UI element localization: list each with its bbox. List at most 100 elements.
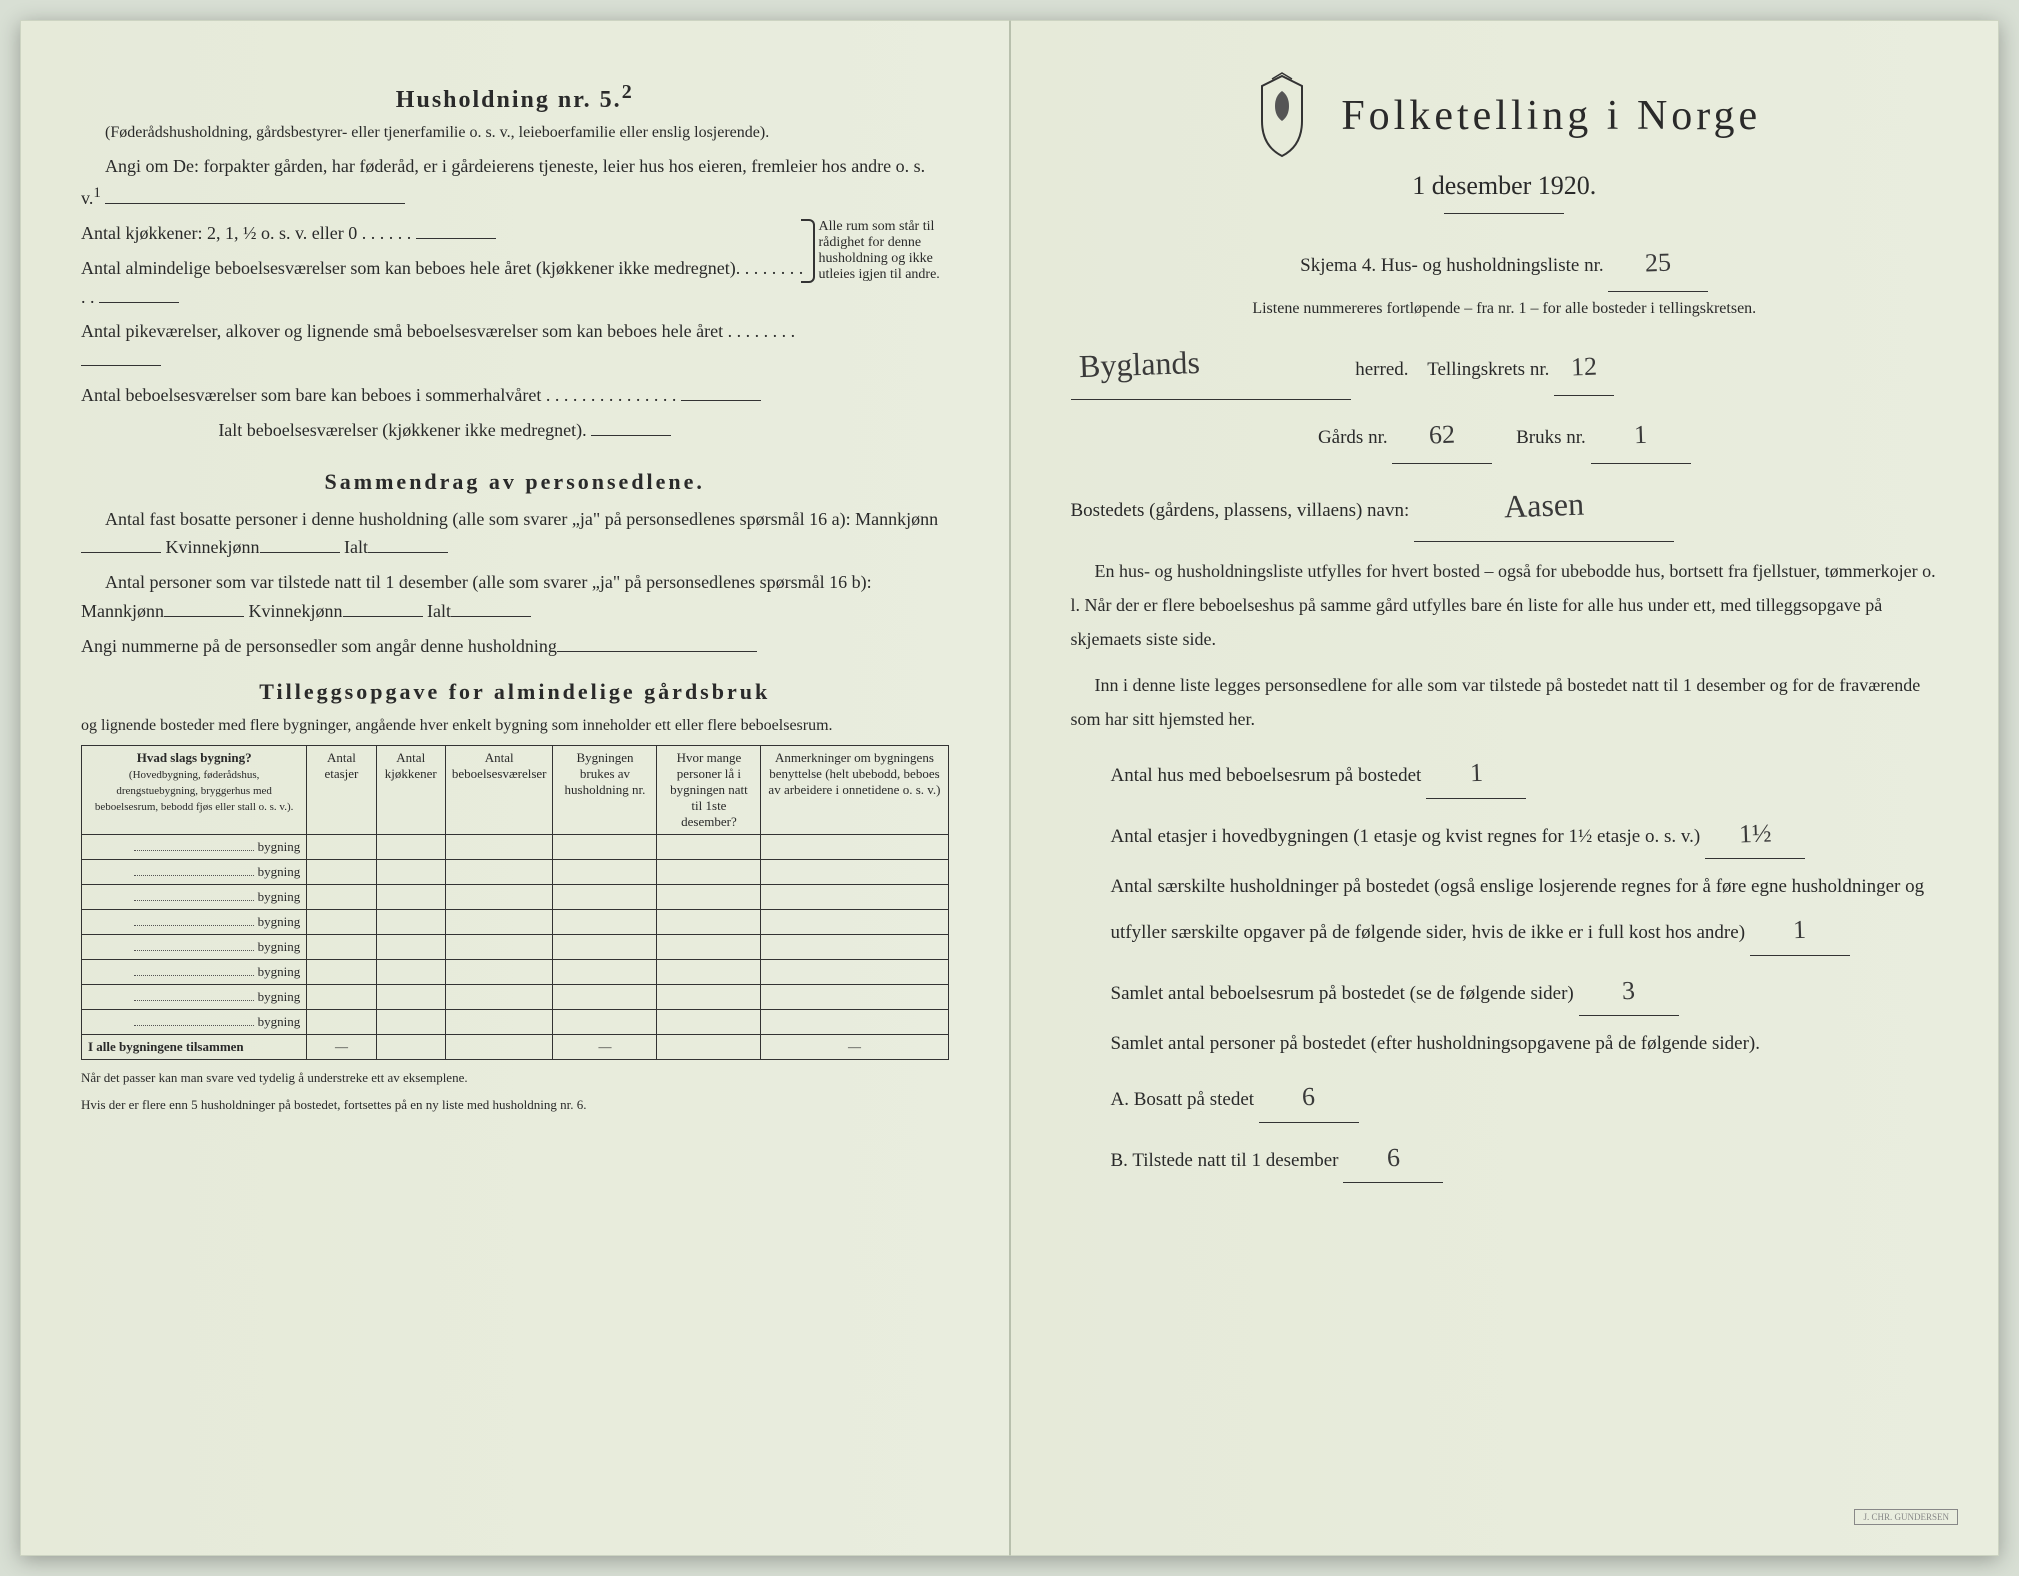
q3: Antal særskilte husholdninger på bostede… — [1071, 869, 1939, 955]
q1-value: 1 — [1469, 748, 1484, 798]
table-row: bygning — [82, 834, 949, 859]
row-fill — [134, 850, 254, 851]
row-fill — [134, 875, 254, 876]
liste-nr-value: 25 — [1644, 234, 1672, 292]
kitchens-fill — [416, 238, 496, 239]
p2-k-label: Kvinnekjønn — [249, 601, 343, 621]
rooms2-line: Antal pikeværelser, alkover og lignende … — [81, 317, 809, 375]
household-note: (Føderådshusholdning, gårdsbestyrer- ell… — [81, 122, 949, 144]
qA: A. Bosatt på stedet 6 — [1071, 1072, 1939, 1122]
qB: B. Tilstede natt til 1 desember 6 — [1071, 1133, 1939, 1183]
qB-value: 6 — [1386, 1132, 1401, 1182]
gards-value: 62 — [1428, 406, 1456, 464]
row-label-text: bygning — [258, 864, 301, 879]
table-row: bygning — [82, 934, 949, 959]
herred-fill: Byglands — [1071, 329, 1351, 400]
total-row-text: I alle bygningene tilsammen — [88, 1039, 244, 1054]
table-header-row: Hvad slags bygning? (Hovedbygning, føder… — [82, 745, 949, 834]
footnote2: Hvis der er flere enn 5 husholdninger på… — [81, 1097, 949, 1114]
row-fill — [134, 925, 254, 926]
skjema-line: Skjema 4. Hus- og husholdningsliste nr. … — [1071, 234, 1939, 292]
summary-p3-text: Angi nummerne på de personsedler som ang… — [81, 636, 557, 656]
table-row: bygning — [82, 984, 949, 1009]
coat-of-arms-icon — [1247, 71, 1317, 161]
row-fill — [134, 950, 254, 951]
p2-i — [451, 616, 531, 617]
herred-label: herred. — [1355, 359, 1408, 380]
angi-fill — [105, 203, 405, 204]
table-total-row: I alle bygningene tilsammen——— — [82, 1034, 949, 1059]
q4: Samlet antal beboelsesrum på bostedet (s… — [1071, 966, 1939, 1016]
rooms-total-line: Ialt beboelsesværelser (kjøkkener ikke m… — [81, 416, 809, 445]
row-fill — [134, 1000, 254, 1001]
rooms-total-fill — [591, 435, 671, 436]
bruks-fill: 1 — [1591, 406, 1691, 464]
row-label-text: bygning — [258, 939, 301, 954]
angi-sup: 1 — [93, 185, 101, 201]
row-fill — [134, 900, 254, 901]
left-page: Husholdning nr. 5.2 (Føderådshusholdning… — [20, 20, 1010, 1556]
table-row: bygning — [82, 859, 949, 884]
main-title: Folketelling i Norge — [1341, 92, 1761, 140]
th1: Hvad slags bygning? (Hovedbygning, føder… — [82, 745, 307, 834]
bosted-fill: Aasen — [1414, 470, 1674, 541]
body2: Inn i denne liste legges personsedlene f… — [1071, 668, 1939, 736]
q4-text: Samlet antal beboelsesrum på bostedet (s… — [1111, 983, 1574, 1004]
footnote1: Når det passer kan man svare ved tydelig… — [81, 1070, 949, 1087]
qA-fill: 6 — [1259, 1072, 1359, 1122]
subtitle: 1 desember 1920. — [1071, 171, 1939, 201]
tillegg-sub: og lignende bosteder med flere bygninger… — [81, 715, 949, 737]
q4-value: 3 — [1621, 966, 1636, 1016]
rooms3-text: Antal beboelsesværelser som bare kan beb… — [81, 385, 541, 405]
table-row: bygning — [82, 884, 949, 909]
q3-value: 1 — [1792, 905, 1807, 955]
th5: Bygningen brukes av husholdning nr. — [553, 745, 657, 834]
summary-p3: Angi nummerne på de personsedler som ang… — [81, 632, 949, 661]
qA-text: A. Bosatt på stedet — [1111, 1089, 1255, 1110]
row-label-text: bygning — [258, 889, 301, 904]
document-spread: Husholdning nr. 5.2 (Føderådshusholdning… — [20, 20, 1999, 1556]
rooms-total-text: Ialt beboelsesværelser (kjøkkener ikke m… — [218, 420, 586, 440]
p1-k-label: Kvinnekjønn — [166, 537, 260, 557]
th1-title: Hvad slags bygning? — [137, 750, 252, 765]
krets-fill: 12 — [1554, 338, 1614, 396]
q3-fill: 1 — [1750, 905, 1850, 955]
q2-text: Antal etasjer i hovedbygningen (1 etasje… — [1111, 826, 1701, 847]
p1-i — [368, 552, 448, 553]
building-table: Hvad slags bygning? (Hovedbygning, føder… — [81, 745, 949, 1060]
divider — [1444, 213, 1564, 214]
bosted-value: Aasen — [1503, 469, 1585, 542]
q1-fill: 1 — [1426, 748, 1526, 798]
row-label-text: bygning — [258, 839, 301, 854]
row-label-text: bygning — [258, 964, 301, 979]
th4: Antal beboelsesværelser — [445, 745, 553, 834]
skjema-label: Skjema 4. Hus- og husholdningsliste nr. — [1300, 255, 1603, 276]
table-row: bygning — [82, 1009, 949, 1034]
rooms-block: Antal kjøkkener: 2, 1, ½ o. s. v. eller … — [81, 219, 949, 451]
p3-fill — [557, 651, 757, 652]
kitchens-line: Antal kjøkkener: 2, 1, ½ o. s. v. eller … — [81, 219, 809, 248]
crest-svg — [1247, 71, 1317, 161]
herred-line: Byglands herred. Tellingskrets nr. 12 — [1071, 329, 1939, 400]
gards-line: Gårds nr. 62 Bruks nr. 1 — [1071, 406, 1939, 464]
row-fill — [134, 975, 254, 976]
q4-fill: 3 — [1579, 966, 1679, 1016]
bruks-value: 1 — [1633, 406, 1648, 464]
bosted-line: Bostedets (gårdens, plassens, villaens) … — [1071, 470, 1939, 541]
rooms-left: Antal kjøkkener: 2, 1, ½ o. s. v. eller … — [81, 219, 809, 451]
th3: Antal kjøkkener — [376, 745, 445, 834]
q1-text: Antal hus med beboelsesrum på bostedet — [1111, 765, 1422, 786]
summary-p2-text: Antal personer som var tilstede natt til… — [81, 572, 872, 621]
angi-line: Angi om De: forpakter gården, har føderå… — [81, 152, 949, 213]
p2-m — [164, 616, 244, 617]
rooms3-fill — [681, 400, 761, 401]
rooms3-line: Antal beboelsesværelser som bare kan beb… — [81, 381, 809, 410]
p1-m — [81, 552, 161, 553]
printer-stamp: J. CHR. GUNDERSEN — [1854, 1509, 1958, 1525]
th1-sub: (Hovedbygning, føderådshus, drengstuebyg… — [95, 769, 293, 813]
bosted-label: Bostedets (gårdens, plassens, villaens) … — [1071, 500, 1410, 521]
q1: Antal hus med beboelsesrum på bostedet 1 — [1071, 748, 1939, 798]
summary-p1-text: Antal fast bosatte personer i denne hush… — [105, 509, 938, 529]
p1-i-label: Ialt — [344, 537, 368, 557]
brace-note: Alle rum som står til rådighet for denne… — [809, 219, 949, 283]
